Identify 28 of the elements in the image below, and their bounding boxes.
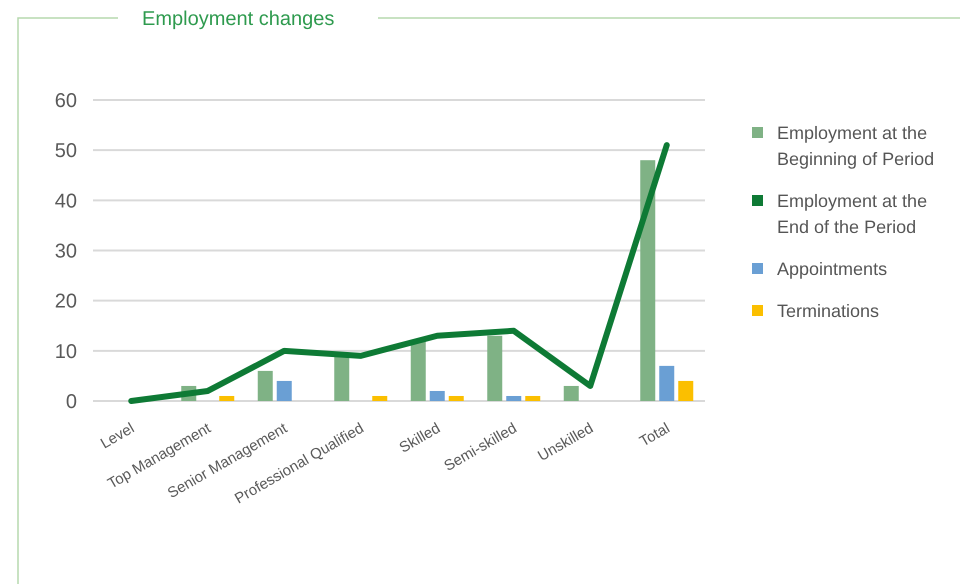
y-tick-label: 10 [54, 340, 77, 363]
bar [448, 396, 464, 401]
y-tick-label: 0 [66, 391, 77, 413]
x-tick-label: Total [636, 420, 673, 450]
bar [334, 356, 350, 401]
bar [219, 396, 234, 401]
chart-title: Employment changes [142, 8, 334, 30]
y-tick-label: 60 [54, 90, 77, 112]
bar [564, 386, 579, 401]
bar [640, 160, 656, 401]
bar [258, 370, 273, 401]
bar [506, 396, 522, 401]
bar [410, 340, 426, 401]
bar [659, 366, 674, 401]
bar [487, 336, 502, 401]
y-tick-label: 20 [54, 290, 77, 313]
legend-label: Appointments [777, 259, 888, 279]
y-tick-label: 30 [54, 240, 77, 262]
bar [276, 380, 292, 401]
bar [678, 380, 694, 401]
bar [430, 390, 445, 401]
legend-label: Terminations [777, 301, 880, 321]
bar [372, 396, 388, 401]
bar [525, 396, 540, 401]
legend-label: Employment at the Beginning of Period [777, 123, 934, 169]
legend-label: Employment at the End of the Period [777, 191, 928, 237]
y-tick-label: 50 [54, 140, 77, 162]
y-tick-label: 40 [54, 190, 77, 212]
